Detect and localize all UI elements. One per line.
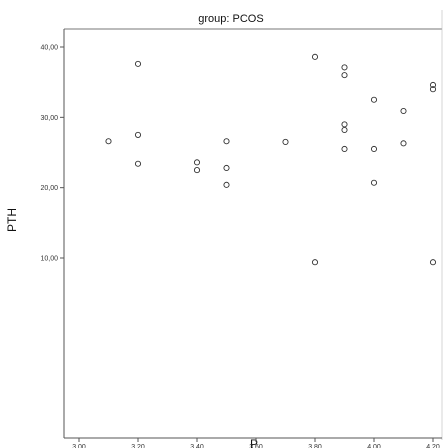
x-tick-label: 4,00 — [367, 444, 381, 448]
x-tick-label: 3,40 — [190, 444, 204, 448]
y-axis-title: PTH — [5, 208, 19, 232]
x-tick-label: 3,80 — [308, 444, 322, 448]
data-point — [400, 107, 407, 115]
data-point — [370, 145, 378, 153]
data-point — [134, 60, 142, 67]
data-point — [134, 160, 142, 167]
data-point — [193, 167, 201, 174]
x-tick-label: 3,00 — [72, 444, 86, 448]
y-tick-label: 10,00 — [40, 256, 58, 263]
data-point — [400, 140, 407, 147]
data-point — [429, 86, 437, 93]
data-point — [134, 131, 142, 138]
data-point — [223, 164, 230, 172]
x-axis-ticks: 3,00 3,20 3,40 3,60 3,80 4,00 4,20 — [72, 438, 440, 448]
panel-title: group: PCOS — [198, 13, 263, 25]
plot-frame — [63, 10, 443, 440]
y-tick-label: 20,00 — [40, 185, 58, 192]
x-tick-label: 3,60 — [249, 444, 263, 448]
data-point — [193, 159, 201, 166]
y-axis-ticks: 10,00 20,00 30,00 40,00 — [40, 45, 64, 263]
y-tick-label: 30,00 — [40, 115, 58, 122]
data-point — [311, 53, 319, 60]
x-tick-label: 4,20 — [426, 444, 440, 448]
data-point — [370, 179, 378, 186]
data-point — [429, 81, 437, 89]
data-point — [429, 259, 437, 266]
y-tick-label: 40,00 — [40, 45, 58, 52]
x-axis-title: P — [250, 437, 258, 448]
data-point — [282, 138, 289, 145]
data-point — [370, 96, 378, 103]
data-point — [341, 64, 348, 71]
x-tick-label: 3,20 — [131, 444, 145, 448]
data-point — [311, 259, 319, 266]
data-points — [105, 53, 437, 266]
data-point — [223, 181, 230, 188]
data-point — [105, 138, 112, 145]
data-point — [341, 145, 348, 153]
data-point — [341, 126, 348, 134]
data-point — [223, 138, 230, 145]
data-point — [341, 72, 348, 79]
data-point — [341, 121, 348, 128]
